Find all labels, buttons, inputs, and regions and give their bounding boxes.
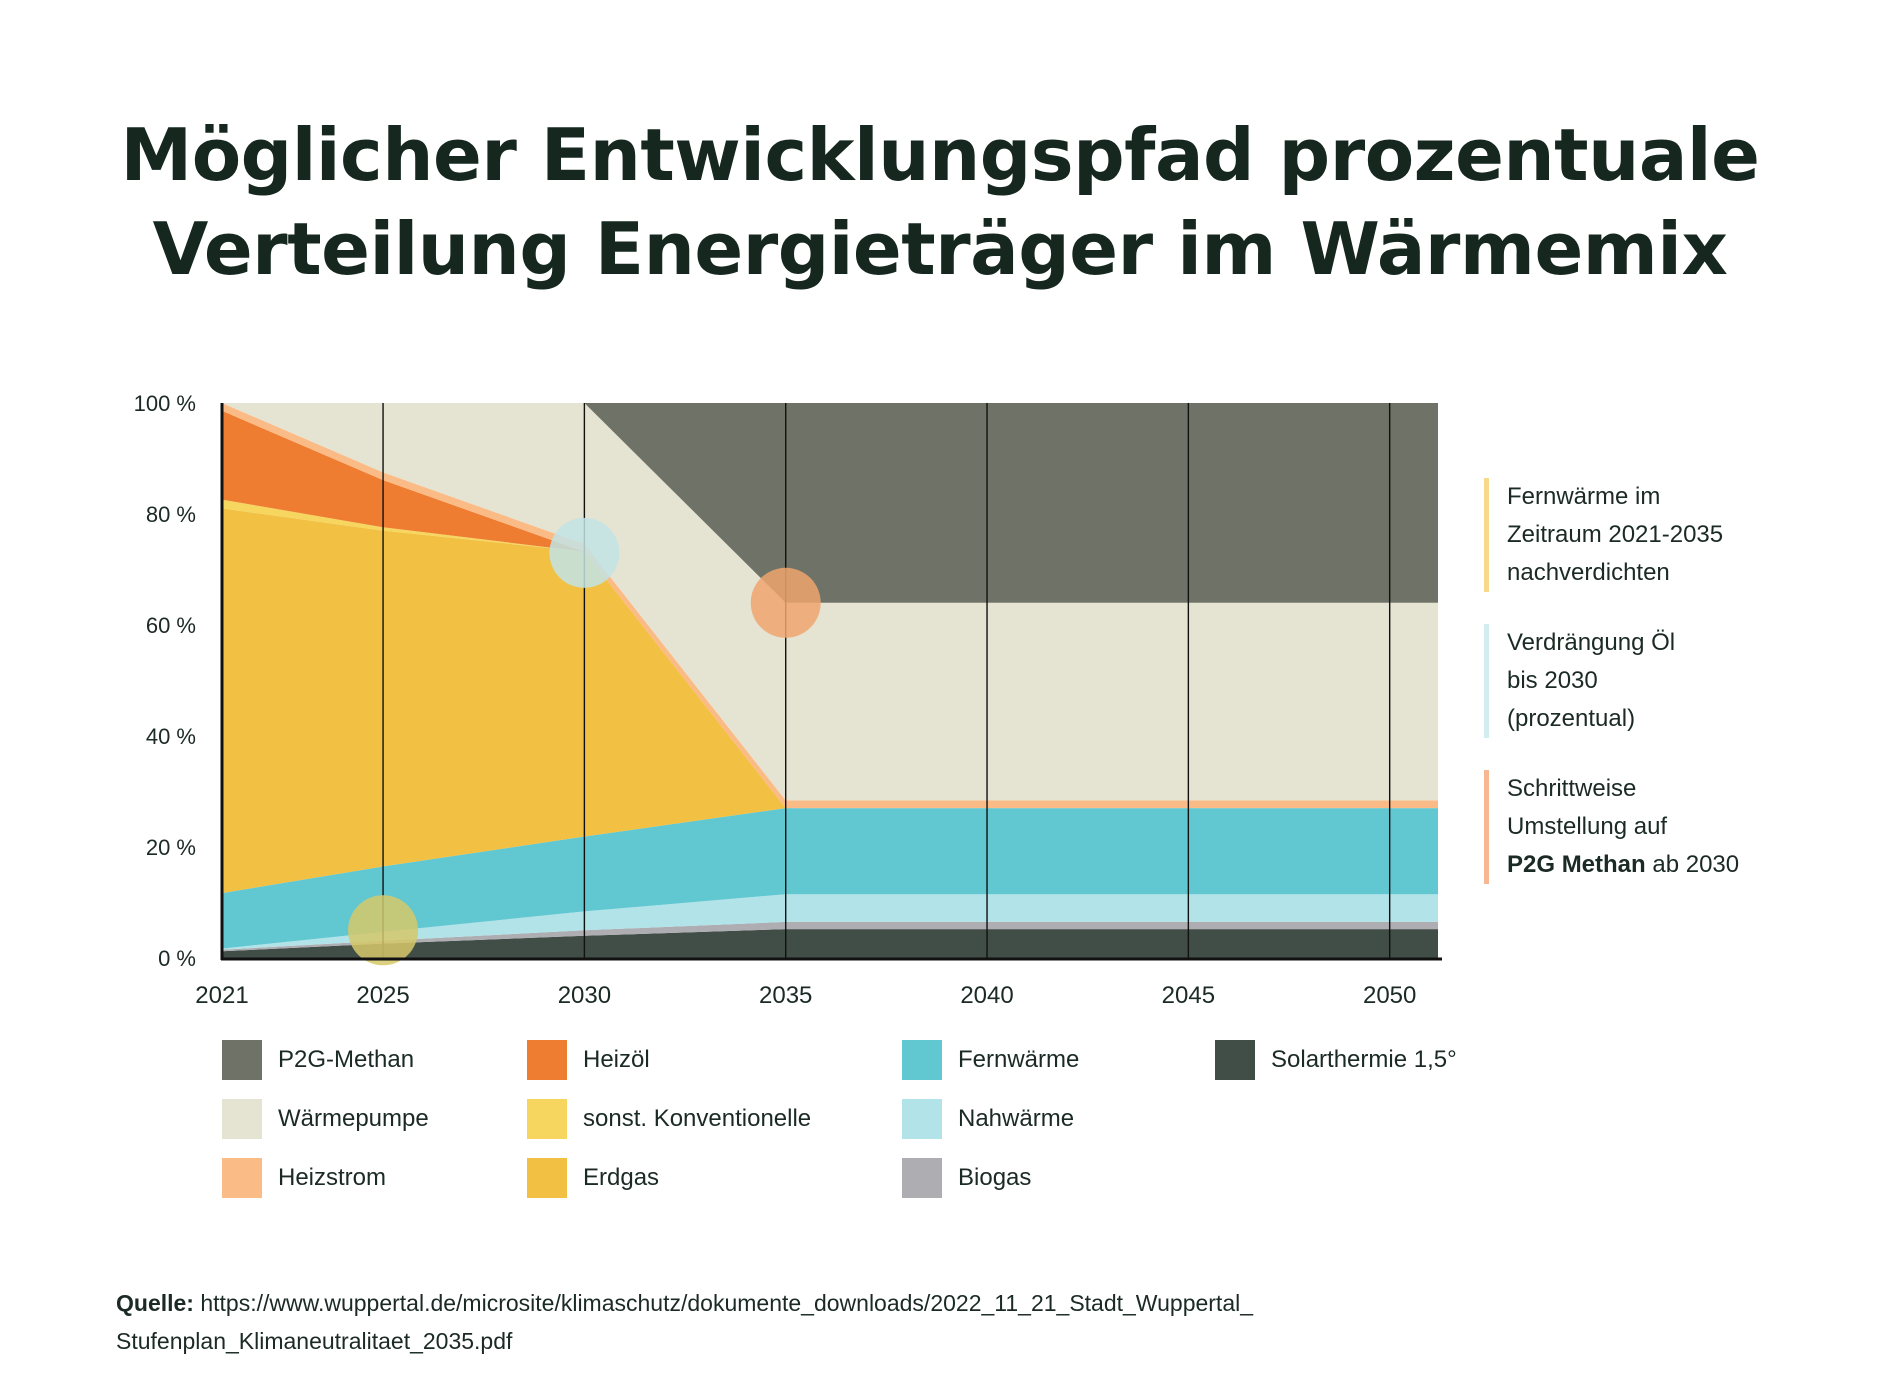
source-line-1: Quelle: https://www.wuppertal.de/microsi… [116,1284,1616,1322]
source-note: Quelle: https://www.wuppertal.de/microsi… [116,1284,1616,1360]
annotation-heizoel: Verdrängung Öl bis 2030 (prozentual) [1484,624,1837,738]
area-fernwärme [222,808,1438,949]
legend-swatch [222,1158,262,1198]
y-tick-label: 80 % [146,502,196,527]
legend-swatch [902,1099,942,1139]
y-tick-label: 0 % [158,946,196,971]
legend-swatch [527,1099,567,1139]
area-nahwärme [222,894,1438,950]
legend-item: Heizöl [527,1040,650,1080]
legend-item: Heizstrom [222,1158,386,1198]
source-url-part-1: https://www.wuppertal.de/microsite/klima… [193,1290,1254,1316]
area-wärmepumpe [222,403,1438,801]
area-biogas [222,921,1438,952]
x-tick-label: 2030 [558,982,611,1009]
source-url-part-2: Stufenplan_Klimaneutralitaet_2035.pdf [116,1328,513,1354]
legend-label: Biogas [958,1164,1032,1191]
legend-label: Heizstrom [278,1164,387,1191]
title-line-2: Verteilung Energieträger im Wärmemix [152,207,1728,291]
x-tick-label: 2040 [960,982,1013,1009]
annotation-fernwaerme: Fernwärme im Zeitraum 2021-2035 nachverd… [1484,478,1837,592]
legend-label: Heizöl [583,1046,650,1073]
annotation-line: Zeitraum 2021-2035 [1507,521,1724,548]
legend-item: Erdgas [527,1158,659,1198]
legend-label: Wärmepumpe [278,1105,429,1132]
annotation-line: Verdrängung Öl [1507,629,1676,656]
y-tick-label: 60 % [146,613,196,638]
legend-swatch [902,1158,942,1198]
legend-swatch [527,1158,567,1198]
annotation-line: nachverdichten [1507,559,1670,586]
annotation-line: (prozentual) [1507,705,1636,732]
annotation-line: Umstellung auf [1507,813,1668,840]
y-tick-label: 100 % [134,391,196,416]
highlight-marker [549,517,620,588]
annotation-line: bis 2030 [1507,667,1598,694]
legend-swatch [902,1040,942,1080]
legend-item: Nahwärme [902,1099,1074,1139]
legend-swatch [222,1040,262,1080]
annotation-line: Fernwärme im [1507,483,1661,510]
legend-label: Nahwärme [958,1105,1075,1132]
legend-item: Fernwärme [902,1040,1079,1080]
legend-swatch [527,1040,567,1080]
legend-swatch [1215,1040,1255,1080]
y-tick-label: 20 % [146,835,196,860]
highlight-marker [750,567,821,638]
area-erdgas [222,508,1438,894]
highlight-marker [348,895,419,966]
title-line-1: Möglicher Entwicklungspfad prozentuale [120,113,1760,197]
x-tick-label: 2045 [1162,982,1215,1009]
area-solarthermie-1-5- [222,929,1438,958]
x-tick-label: 2050 [1363,982,1416,1009]
annotation-line: Schrittweise [1507,775,1637,802]
legend-item: Wärmepumpe [222,1099,429,1139]
annotation-p2g: Schrittweise Umstellung auf P2G Methan a… [1484,770,1837,884]
annotation-line: P2G Methan ab 2030 [1507,846,1837,884]
annotation-bold: P2G Methan [1507,851,1646,878]
annotation-suffix: ab 2030 [1645,851,1740,878]
legend-label: Solarthermie 1,5° [1271,1046,1457,1073]
chart-title: Möglicher Entwicklungspfad prozentuale V… [0,108,1880,296]
legend-label: Fernwärme [958,1046,1080,1073]
legend: P2G-Methan Wärmepumpe Heizstrom Heizöl s… [222,1040,1522,1220]
legend-label: Erdgas [583,1164,660,1191]
x-tick-label: 2025 [356,982,409,1009]
legend-item: P2G-Methan [222,1040,414,1080]
legend-item: sonst. Konventionelle [527,1099,811,1139]
y-tick-label: 40 % [146,724,196,749]
legend-item: Solarthermie 1,5° [1215,1040,1457,1080]
legend-label: sonst. Konventionelle [583,1105,812,1132]
legend-label: P2G-Methan [278,1046,415,1073]
x-tick-label: 2021 [195,982,248,1009]
legend-item: Biogas [902,1158,1031,1198]
source-label: Quelle: [116,1290,194,1316]
x-tick-label: 2035 [759,982,812,1009]
legend-swatch [222,1099,262,1139]
area-p2g-methan [222,403,1438,603]
